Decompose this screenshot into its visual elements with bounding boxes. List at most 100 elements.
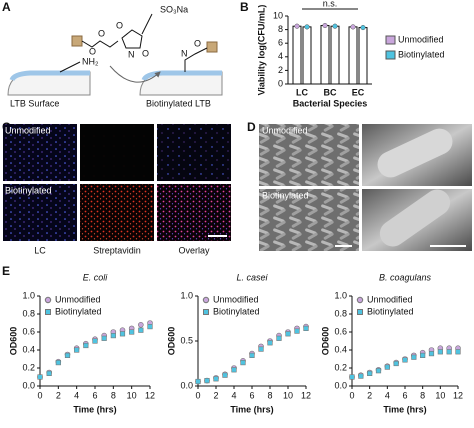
point (231, 367, 237, 373)
point (420, 352, 426, 359)
bar (348, 26, 358, 85)
point (249, 352, 255, 359)
x-tick-label: 2 (213, 390, 218, 400)
point (92, 338, 98, 344)
point (267, 340, 273, 346)
atom: N (181, 48, 188, 58)
legend-swatch (45, 309, 51, 315)
point (129, 329, 135, 335)
y-tick-label: 1.0 (180, 290, 193, 300)
legend-swatch (44, 296, 52, 304)
chem-label: NH₂ (82, 56, 99, 66)
legend-swatch (385, 50, 396, 60)
biotin-group (71, 35, 83, 47)
bar (330, 25, 340, 85)
point (213, 376, 219, 382)
y-axis-label: Viability log(CFU/mL) (256, 5, 266, 96)
column-label: LC (34, 245, 46, 255)
replicate-dot (332, 23, 338, 29)
biotin-group (206, 41, 218, 53)
y-tick-label: 0 (278, 78, 283, 88)
panel-d: D Unmodified Biotinylated (247, 120, 472, 251)
x-tick-label: 10 (435, 390, 445, 400)
replicate-dot (360, 25, 366, 31)
point (294, 328, 300, 334)
panel-letter: D (247, 120, 256, 134)
y-tick-label: 4 (278, 51, 283, 61)
x-axis-label: Bacterial Species (293, 98, 368, 108)
panel-letter: A (2, 0, 11, 14)
atom: O (98, 28, 105, 38)
legend-swatch (385, 35, 396, 45)
y-tick-label: 0.5 (180, 335, 193, 345)
panel-letter: B (240, 0, 249, 14)
x-axis-label: Time (hrs) (73, 404, 116, 414)
y-tick-label: 8 (278, 24, 283, 34)
point (138, 327, 144, 333)
bond (184, 47, 208, 72)
row-label: Unmodified (262, 125, 308, 135)
micrograph (80, 124, 154, 181)
point (349, 374, 355, 380)
point (37, 374, 43, 380)
x-tick-label: 8 (111, 390, 116, 400)
point (204, 377, 210, 384)
point (64, 352, 71, 359)
bar (320, 25, 330, 85)
y-tick-label: 0.8 (334, 308, 347, 318)
annotation: n.s. (323, 0, 338, 8)
surface-layer (141, 70, 222, 82)
y-tick-label: 10 (273, 10, 283, 20)
y-tick-label: 0.4 (22, 344, 35, 354)
y-tick-label: 0.2 (22, 362, 35, 372)
x-tick-label: 0 (37, 390, 42, 400)
panel-letter: E (2, 264, 10, 278)
x-tick-label: 8 (267, 390, 272, 400)
column-label: Overlay (178, 245, 210, 255)
x-tick-label: 4 (385, 390, 390, 400)
chart-title: B. coagulans (379, 272, 432, 282)
row-label: Unmodified (5, 125, 51, 135)
y-axis-label: OD600 (8, 327, 18, 356)
atom: O (116, 20, 123, 30)
point (46, 370, 52, 377)
y-tick-label: 0.0 (334, 380, 347, 390)
bacterium (377, 128, 453, 178)
legend-swatch (203, 309, 209, 315)
x-tick-label: 12 (145, 390, 155, 400)
micrograph (157, 124, 231, 181)
point (222, 372, 228, 378)
panel-a: A SO₃Na NH₂ O O N O O N O LTB Surface Bi… (2, 0, 223, 108)
point (285, 331, 291, 337)
x-tick-label: 6 (249, 390, 254, 400)
x-tick-label: 6 (92, 390, 97, 400)
reaction-arrow (109, 65, 161, 83)
legend-label: Unmodified (367, 294, 413, 304)
point (375, 368, 382, 374)
atom: O (142, 48, 149, 58)
legend-label: Biotinylated (55, 306, 102, 316)
point (74, 347, 80, 353)
x-axis-label: Time (hrs) (230, 404, 273, 414)
micrograph (80, 184, 154, 241)
point (402, 357, 408, 363)
replicate-dot (304, 24, 310, 30)
bond (141, 13, 153, 35)
legend-label: Biotinylated (398, 49, 445, 59)
bond (59, 61, 81, 73)
point (276, 335, 282, 341)
sem-image (259, 189, 359, 251)
atom: O (194, 38, 201, 48)
point (195, 378, 201, 385)
x-tick-label: 0 (195, 390, 200, 400)
atom: N (128, 49, 135, 59)
bar (302, 26, 312, 85)
y-tick-label: 1.0 (22, 290, 35, 300)
point (258, 346, 264, 352)
y-axis-label: OD600 (166, 327, 176, 356)
bar (358, 27, 368, 85)
sem-image (259, 124, 359, 186)
point (367, 370, 373, 377)
legend-label: Biotinylated (367, 306, 414, 316)
point (358, 373, 364, 379)
